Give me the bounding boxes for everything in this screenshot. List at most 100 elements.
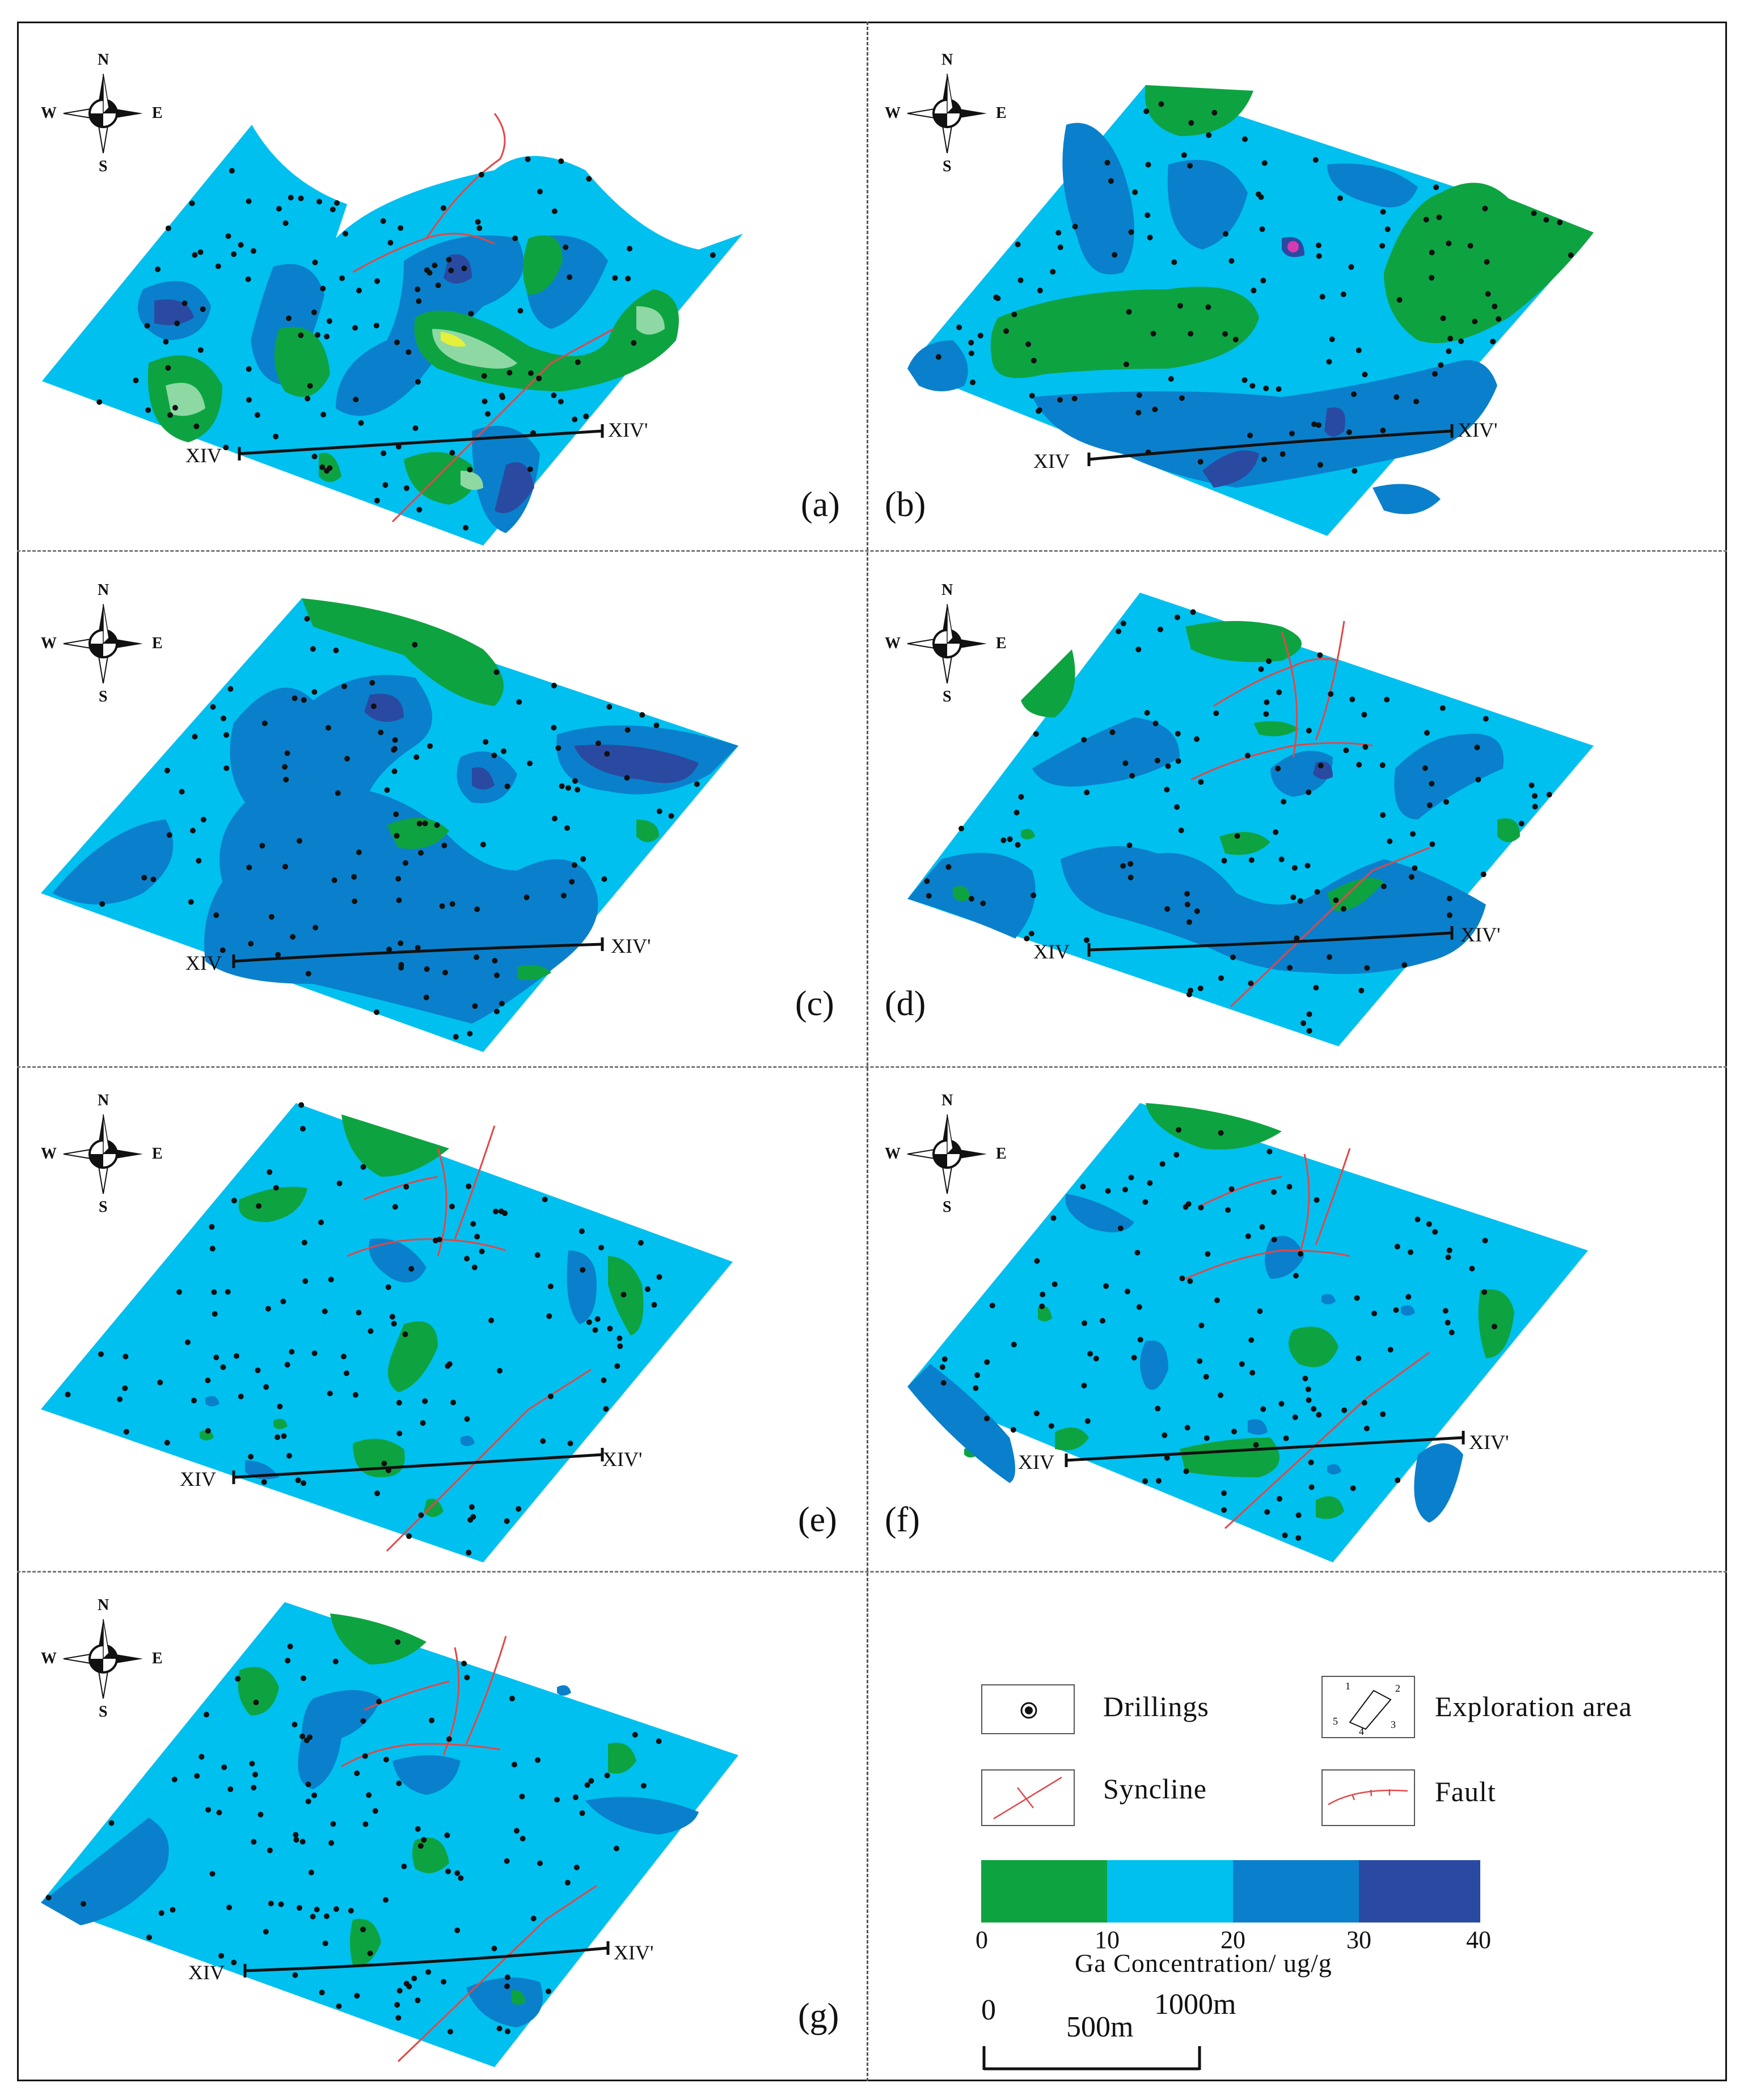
drill-hole: [445, 1868, 451, 1874]
exploration-area-e: [41, 1103, 733, 1562]
drill-hole: [332, 1658, 339, 1664]
drill-hole: [1259, 1224, 1265, 1230]
drill-hole: [1259, 226, 1265, 233]
zone-midblue: [557, 1685, 571, 1696]
drill-hole: [422, 821, 428, 826]
drill-hole: [1312, 157, 1319, 163]
zone-midblue: [1414, 1443, 1463, 1523]
drill-hole: [374, 1009, 380, 1015]
drill-hole: [656, 1274, 662, 1280]
section-line-f: [1065, 1431, 1465, 1467]
drill-hole: [1396, 297, 1403, 303]
drill-hole: [231, 1959, 237, 1966]
drill-hole: [358, 420, 364, 426]
drill-hole: [449, 1203, 455, 1210]
drill-hole: [1177, 303, 1183, 309]
drill-hole: [1194, 736, 1200, 742]
drill-hole: [499, 392, 505, 399]
drill-hole: [425, 1969, 432, 1975]
drill-hole: [384, 787, 390, 793]
drill-hole: [261, 1479, 267, 1485]
section-start-label: XIV: [180, 1468, 216, 1490]
drill-hole: [192, 252, 198, 258]
drill-hole: [1155, 1405, 1161, 1412]
drill-hole: [1033, 731, 1039, 737]
drill-hole: [624, 775, 630, 781]
drill-hole: [290, 934, 296, 940]
drill-hole: [285, 1658, 291, 1664]
drill-hole: [210, 704, 216, 710]
drill-hole: [1302, 1375, 1308, 1381]
section-start-label: XIV: [185, 952, 222, 974]
zone-green: [523, 235, 563, 295]
drill-hole: [1156, 1478, 1162, 1484]
drill-hole: [415, 379, 421, 385]
drill-hole: [1011, 311, 1017, 318]
drill-hole: [412, 641, 418, 648]
drill-hole: [1249, 383, 1256, 389]
drill-hole: [1311, 421, 1317, 428]
drill-hole: [1057, 244, 1063, 251]
drill-hole: [614, 1363, 620, 1369]
drill-hole: [1197, 1358, 1203, 1364]
drill-hole: [1231, 1429, 1237, 1435]
drill-hole: [1283, 1435, 1289, 1442]
drill-hole: [1029, 392, 1035, 399]
drill-hole: [640, 1782, 647, 1789]
drill-hole: [559, 783, 565, 789]
drill-hole: [1248, 980, 1254, 986]
drill-hole: [1410, 831, 1416, 837]
drill-hole: [956, 324, 962, 331]
panel-label-g: (g): [798, 1997, 839, 2035]
drill-hole: [1485, 291, 1491, 297]
drill-hole: [418, 1512, 424, 1518]
scale-label: 0: [981, 1994, 996, 2026]
zone-green: [517, 965, 551, 981]
drill-hole: [551, 208, 558, 214]
drill-hole: [498, 1209, 504, 1214]
drill-hole: [454, 1927, 461, 1933]
zone-darkblue: [472, 767, 495, 790]
legend-fault-label: Fault: [1435, 1776, 1496, 1807]
drill-hole: [150, 876, 157, 882]
drill-hole: [474, 1233, 480, 1240]
zone-green: [1327, 878, 1384, 911]
drill-hole: [273, 433, 279, 440]
drill-hole: [466, 1549, 472, 1556]
drill-hole: [256, 1203, 262, 1209]
drill-hole: [1228, 258, 1235, 264]
compass-rose-icon: [63, 1114, 143, 1194]
zone-green: [1185, 621, 1302, 662]
drill-hole: [620, 1291, 627, 1298]
drill-hole: [316, 198, 322, 205]
drill-hole: [144, 323, 150, 329]
drill-hole: [468, 1504, 475, 1510]
drill-hole: [1532, 793, 1538, 799]
drill-hole: [1261, 457, 1268, 462]
drill-hole: [255, 1367, 261, 1374]
drill-hole: [204, 1712, 209, 1718]
zone-green: [424, 1498, 444, 1517]
drill-hole: [432, 263, 438, 268]
drill-hole: [65, 1392, 71, 1397]
drill-hole: [1152, 406, 1158, 412]
drillings-d: [924, 609, 1552, 1034]
compass-east: E: [996, 1145, 1007, 1163]
drill-hole: [1379, 243, 1386, 249]
colorbar-class-30-40: [1359, 1860, 1480, 1922]
figure-frame: [17, 22, 1727, 2081]
zone-green: [350, 1919, 381, 1966]
drill-hole: [215, 263, 221, 269]
drill-hole: [1393, 1307, 1399, 1313]
zone-green: [953, 886, 970, 901]
zone-midblue: [1140, 1340, 1168, 1390]
drill-hole: [319, 464, 326, 470]
drill-hole: [382, 482, 389, 488]
drill-hole: [481, 373, 487, 379]
zone-midblue: [1270, 750, 1333, 797]
drill-hole: [1358, 987, 1365, 994]
zone-darkblue: [1202, 450, 1259, 488]
zone-midblue: [1065, 1194, 1134, 1232]
drill-hole: [1393, 394, 1400, 400]
drill-hole: [360, 1718, 366, 1724]
